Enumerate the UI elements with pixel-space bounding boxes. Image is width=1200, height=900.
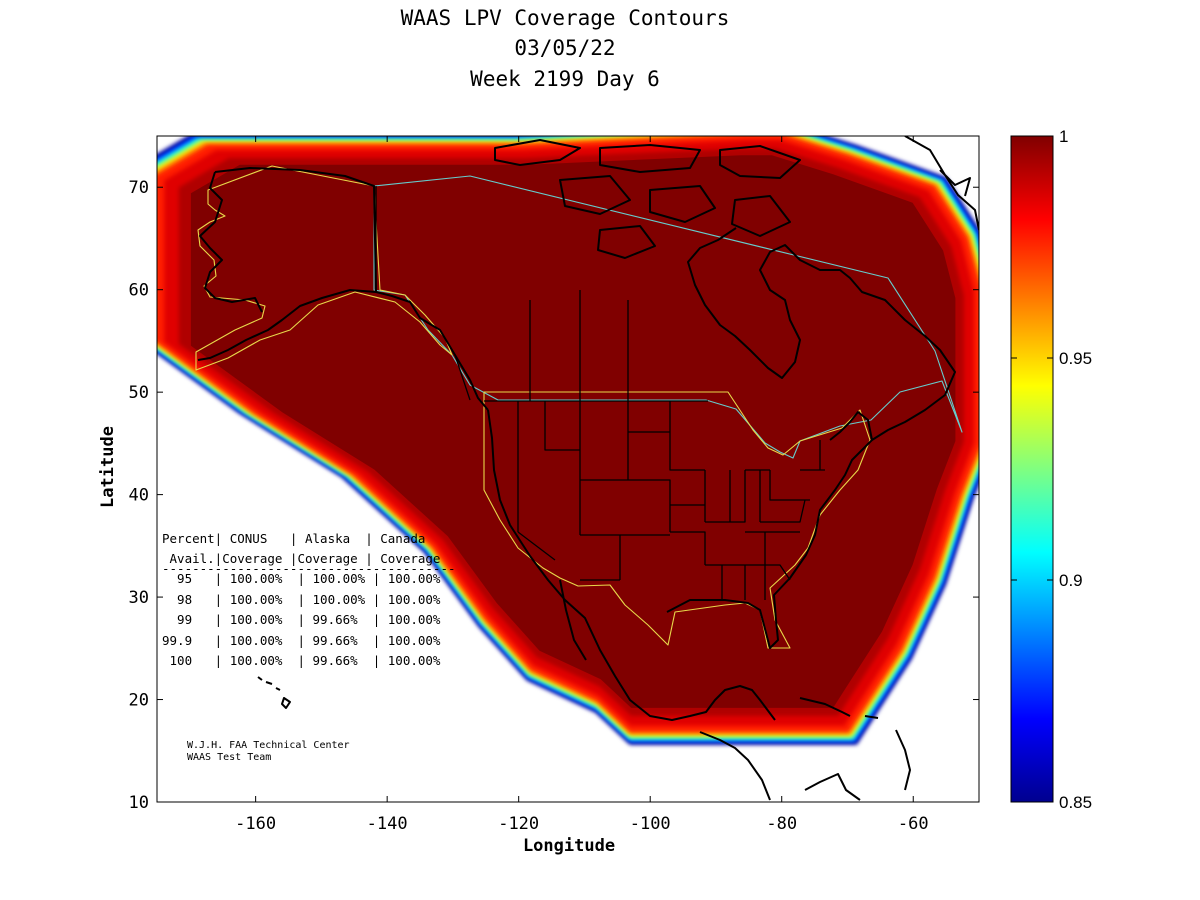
table-row: 95 | 100.00% | 100.00% | 100.00%	[162, 571, 441, 586]
table-row: 98 | 100.00% | 100.00% | 100.00%	[162, 592, 441, 607]
y-axis-label: Latitude	[98, 426, 118, 508]
x-axis-label: Longitude	[523, 836, 615, 856]
colorbar-tick-label: 0.9	[1059, 571, 1083, 590]
coastline-greenland	[904, 136, 979, 231]
coastline-arctic-islands	[494, 139, 801, 259]
internal-borders	[375, 186, 825, 600]
coastline-north-america-west	[487, 409, 776, 721]
coverage-table: Percent| CONUS | Alaska | Canada Avail.|…	[162, 531, 456, 668]
table-row: 99 | 100.00% | 99.66% | 100.00%	[162, 612, 441, 627]
axis-ticks: -160 -140 -120 -100 -80 -60 10 20 30 40 50 60 70	[129, 136, 979, 834]
colorbar-tick-label: 1	[1059, 127, 1068, 146]
y-tick-label: 70	[129, 178, 149, 198]
credit-line-2: WAAS Test Team	[187, 752, 271, 763]
chart-date: 03/05/22	[514, 36, 616, 60]
coastline-alaska	[197, 167, 489, 411]
table-divider: ---------------------------------------	[162, 561, 456, 576]
y-tick-label: 20	[129, 691, 149, 711]
coverage-contours	[157, 136, 979, 745]
y-tick-label: 50	[129, 383, 149, 403]
coastline-caribbean	[699, 697, 911, 801]
colorbar-ticks: 1 0.95 0.9 0.85	[1011, 127, 1092, 812]
y-tick-label: 10	[129, 793, 149, 813]
coastline-gulf-east	[666, 411, 873, 649]
x-tick-label: -60	[898, 814, 929, 834]
table-row: 100 | 100.00% | 99.66% | 100.00%	[162, 653, 441, 668]
x-tick-label: -120	[498, 814, 539, 834]
table-header-2: Avail.|Coverage |Coverage | Coverage	[162, 551, 440, 566]
y-tick-label: 60	[129, 281, 149, 301]
colorbar-tick-label: 0.85	[1059, 793, 1092, 812]
x-tick-label: -80	[766, 814, 797, 834]
table-header-1: Percent| CONUS | Alaska | Canada	[162, 531, 425, 546]
map-overlay	[195, 136, 979, 801]
conus-service-boundary	[483, 391, 871, 649]
plot-area	[157, 136, 979, 801]
coastline-canada-east	[687, 227, 956, 441]
hawaii-islands	[257, 676, 291, 709]
canada-service-boundary	[373, 175, 963, 459]
chart-title: WAAS LPV Coverage Contours	[400, 6, 730, 30]
alaska-service-boundary	[195, 165, 453, 371]
table-row: 99.9 | 100.00% | 99.66% | 100.00%	[162, 633, 441, 648]
x-tick-label: -160	[235, 814, 276, 834]
colorbar-tick-label: 0.95	[1059, 349, 1092, 368]
x-tick-label: -140	[367, 814, 408, 834]
colorbar	[1010, 135, 1054, 803]
y-tick-label: 30	[129, 588, 149, 608]
chart-week-day: Week 2199 Day 6	[470, 67, 660, 91]
credit-line-1: W.J.H. FAA Technical Center	[187, 740, 350, 751]
plot-frame	[156, 135, 980, 803]
x-tick-label: -100	[630, 814, 671, 834]
y-tick-label: 40	[129, 486, 149, 506]
